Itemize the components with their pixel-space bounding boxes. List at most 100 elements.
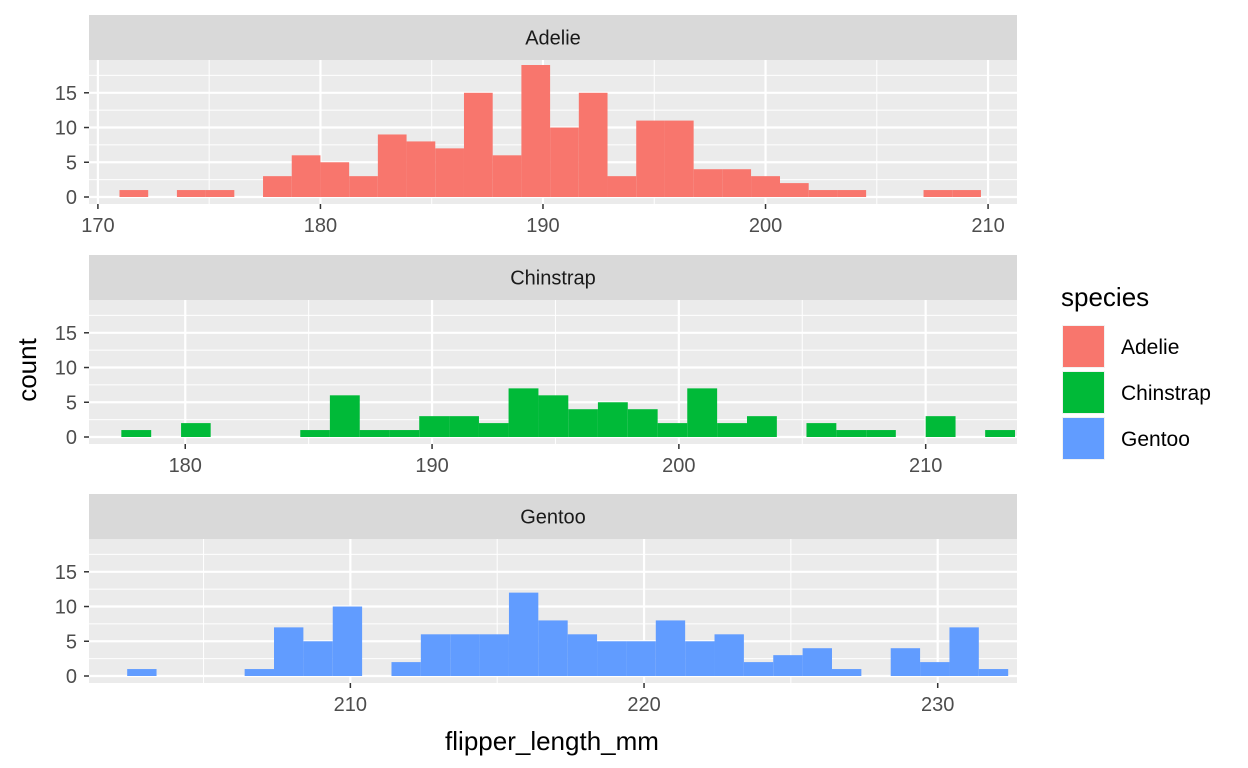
histogram-bar bbox=[952, 190, 981, 197]
histogram-bar bbox=[687, 388, 718, 437]
facet-chinstrap: Chinstrap 0 5 10 15 180 190 200 210 bbox=[55, 255, 1017, 477]
x-tick-label: 230 bbox=[921, 694, 954, 716]
y-tick-label: 15 bbox=[55, 83, 77, 105]
facet-strip-label: Chinstrap bbox=[510, 268, 596, 290]
histogram-bar bbox=[664, 120, 694, 197]
histogram-bar bbox=[890, 648, 921, 676]
histogram-bar bbox=[176, 190, 206, 197]
legend-entry-chinstrap: Chinstrap bbox=[1062, 371, 1211, 414]
histogram-bar bbox=[836, 430, 867, 437]
histogram-bar bbox=[263, 176, 292, 197]
histogram-bar bbox=[377, 134, 407, 197]
histogram-bar bbox=[420, 634, 451, 676]
facet-gentoo: Gentoo 0 5 10 15 210 220 230 bbox=[55, 494, 1017, 716]
legend-entry-gentoo: Gentoo bbox=[1062, 417, 1190, 460]
legend: species Adelie Chinstrap Gentoo bbox=[1061, 282, 1211, 460]
legend-label: Gentoo bbox=[1121, 428, 1190, 451]
histogram-bar bbox=[127, 669, 157, 676]
histogram-bar bbox=[636, 120, 665, 197]
facet-strip bbox=[89, 494, 1017, 539]
x-tick-label: 210 bbox=[909, 455, 942, 477]
facet-panels: Adelie 0 5 10 15 170 180 190 200 210 Chinstrap 0 5 10… bbox=[55, 15, 1017, 716]
legend-label: Chinstrap bbox=[1121, 382, 1211, 405]
legend-title: species bbox=[1061, 282, 1149, 312]
histogram-bar bbox=[320, 162, 350, 197]
histogram-bar bbox=[450, 634, 480, 676]
legend-label: Adelie bbox=[1121, 336, 1179, 359]
histogram-bar bbox=[332, 606, 363, 676]
histogram-bar bbox=[435, 148, 464, 197]
histogram-bar bbox=[655, 620, 686, 676]
histogram-bar bbox=[479, 634, 509, 676]
histogram-bar bbox=[751, 176, 780, 197]
histogram-bar bbox=[693, 169, 723, 197]
histogram-bar bbox=[303, 641, 333, 676]
y-tick-label: 10 bbox=[55, 118, 77, 140]
y-tick-label: 10 bbox=[55, 358, 77, 380]
histogram-bar bbox=[389, 430, 420, 437]
facet-strip-label: Adelie bbox=[525, 28, 581, 50]
histogram-bar bbox=[837, 190, 867, 197]
x-tick-label: 200 bbox=[662, 455, 695, 477]
x-tick-label: 190 bbox=[415, 455, 448, 477]
histogram-bar bbox=[300, 430, 330, 437]
histogram-bar bbox=[578, 92, 608, 197]
facet-adelie: Adelie 0 5 10 15 170 180 190 200 210 bbox=[55, 15, 1017, 237]
legend-key-swatch bbox=[1063, 418, 1104, 459]
legend-key-swatch bbox=[1063, 372, 1104, 413]
histogram-bar bbox=[597, 402, 628, 437]
y-tick-label: 15 bbox=[55, 323, 77, 345]
histogram-bar bbox=[391, 662, 421, 676]
x-tick-label: 190 bbox=[526, 215, 559, 237]
histogram-bar bbox=[743, 662, 774, 676]
histogram-bar bbox=[508, 592, 539, 676]
histogram-bar bbox=[808, 190, 838, 197]
y-tick-label: 10 bbox=[55, 597, 77, 619]
histogram-bar bbox=[329, 395, 360, 437]
y-tick-label: 0 bbox=[66, 427, 77, 449]
histogram-bar bbox=[626, 641, 656, 676]
x-axis-title: flipper_length_mm bbox=[445, 726, 659, 756]
legend-entry-adelie: Adelie bbox=[1062, 325, 1179, 368]
histogram-bar bbox=[627, 409, 658, 437]
y-tick-label: 5 bbox=[66, 152, 77, 174]
histogram-bar bbox=[205, 190, 235, 197]
histogram-bar bbox=[349, 176, 378, 197]
histogram-bar bbox=[478, 423, 509, 437]
histogram-bar bbox=[538, 395, 569, 437]
facet-strip bbox=[89, 255, 1017, 300]
histogram-bar bbox=[568, 409, 598, 437]
histogram-bar bbox=[291, 155, 321, 197]
histogram-bar bbox=[508, 388, 539, 437]
histogram-bar bbox=[181, 423, 211, 437]
histogram-bar bbox=[597, 641, 627, 676]
histogram-bar bbox=[923, 190, 953, 197]
histogram-bar bbox=[538, 620, 568, 676]
x-tick-label: 180 bbox=[304, 215, 337, 237]
histogram-bar bbox=[722, 169, 752, 197]
facet-strip-label: Gentoo bbox=[520, 507, 586, 529]
x-tick-label: 210 bbox=[334, 694, 367, 716]
y-tick-label: 0 bbox=[66, 187, 77, 209]
histogram-bar bbox=[949, 627, 979, 676]
histogram-bar bbox=[463, 92, 493, 197]
histogram-bar bbox=[925, 416, 956, 437]
histogram-bar bbox=[717, 423, 747, 437]
y-tick-label: 5 bbox=[66, 392, 77, 414]
x-tick-label: 210 bbox=[971, 215, 1004, 237]
histogram-bar bbox=[773, 655, 803, 676]
histogram-bar bbox=[119, 190, 149, 197]
x-tick-label: 220 bbox=[627, 694, 660, 716]
legend-key-swatch bbox=[1063, 326, 1104, 367]
histogram-bar bbox=[985, 430, 1016, 437]
facet-strip bbox=[89, 15, 1017, 60]
histogram-bar bbox=[419, 416, 450, 437]
histogram-bar bbox=[831, 669, 862, 676]
histogram-bar bbox=[779, 183, 809, 197]
histogram-bar bbox=[521, 65, 551, 197]
histogram-bar bbox=[978, 669, 1009, 676]
histogram-bar bbox=[746, 416, 777, 437]
histogram-bar bbox=[274, 627, 304, 676]
histogram-bar bbox=[714, 634, 744, 676]
histogram-bar bbox=[607, 176, 637, 197]
